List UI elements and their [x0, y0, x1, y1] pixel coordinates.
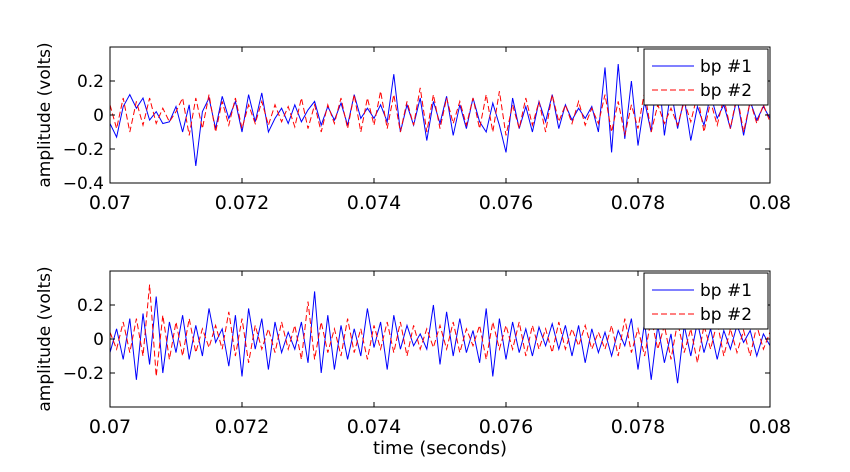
x-tick-label: 0.074 — [347, 416, 401, 438]
legend-label-1: bp #1 — [700, 57, 752, 77]
x-tick-label: 0.074 — [347, 192, 401, 214]
y-tick-label: 0.2 — [77, 296, 104, 316]
x-axis-label: time (seconds) — [373, 438, 507, 459]
series-line-1 — [110, 291, 770, 384]
y-tick-label: 0 — [93, 330, 104, 350]
legend: bp #1 bp #2 — [643, 272, 769, 330]
legend: bp #1 bp #2 — [643, 48, 769, 106]
x-tick-label: 0.08 — [749, 416, 791, 438]
x-tick-label: 0.078 — [611, 192, 665, 214]
legend-label-1: bp #1 — [700, 281, 752, 301]
series-line-2 — [110, 284, 770, 377]
chart-panel-1: 0.07 0.072 0.074 0.076 0.078 0.08 −0.4 −0.2 0 0.2… — [35, 42, 791, 214]
x-tick-label: 0.076 — [479, 192, 533, 214]
x-tick-label: 0.07 — [89, 416, 131, 438]
legend-label-2: bp #2 — [700, 81, 752, 101]
x-tick-label: 0.07 — [89, 192, 131, 214]
y-axis-label: amplitude (volts) — [35, 266, 55, 411]
y-tick-label: 0.2 — [77, 72, 104, 92]
x-tick-label: 0.072 — [215, 192, 269, 214]
legend-box — [643, 48, 769, 106]
y-tick-label: −0.2 — [63, 364, 104, 384]
x-tick-label: 0.076 — [479, 416, 533, 438]
y-tick-label: −0.4 — [63, 174, 104, 194]
legend-box — [643, 272, 769, 330]
y-axis-label: amplitude (volts) — [35, 42, 55, 187]
x-tick-label: 0.072 — [215, 416, 269, 438]
x-tick-label: 0.078 — [611, 416, 665, 438]
y-tick-label: 0 — [93, 106, 104, 126]
y-tick-label: −0.2 — [63, 140, 104, 160]
legend-label-2: bp #2 — [700, 305, 752, 325]
x-tick-label: 0.08 — [749, 192, 791, 214]
series-line-2 — [110, 87, 770, 136]
chart-panel-2: 0.07 0.072 0.074 0.076 0.078 0.08 −0.2 0 0.2 ampl… — [35, 266, 791, 438]
